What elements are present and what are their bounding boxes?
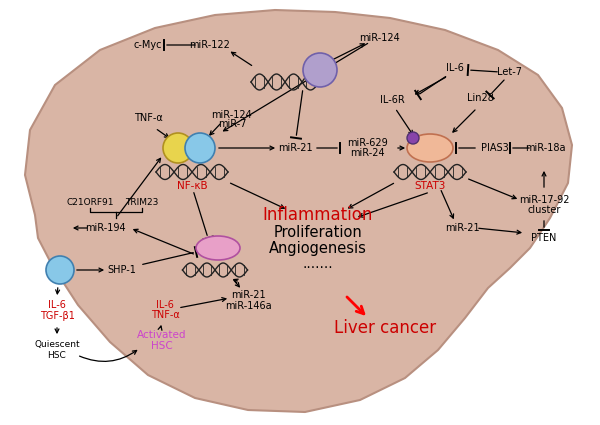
Text: HNF-1α: HNF-1α (200, 243, 236, 253)
Text: STAT3: STAT3 (415, 181, 446, 191)
Polygon shape (25, 10, 572, 412)
Text: IL-6: IL-6 (446, 63, 464, 73)
Text: SHP-1: SHP-1 (107, 265, 136, 275)
Text: P50: P50 (167, 143, 188, 153)
Circle shape (185, 133, 215, 163)
Text: .......: ....... (302, 257, 334, 271)
Text: STAT3: STAT3 (416, 143, 448, 153)
Text: Liver cancer: Liver cancer (334, 319, 436, 337)
Text: miR-21: miR-21 (230, 290, 265, 300)
Text: NF-κB: NF-κB (176, 181, 208, 191)
Text: TGF-β1: TGF-β1 (40, 311, 74, 321)
Text: miR-7: miR-7 (218, 119, 246, 129)
Circle shape (407, 132, 419, 144)
Text: Let-7: Let-7 (497, 67, 523, 77)
Text: miR-17-92: miR-17-92 (519, 195, 569, 205)
Circle shape (46, 256, 74, 284)
Text: C21ORF91: C21ORF91 (66, 198, 114, 207)
Text: P: P (410, 135, 416, 141)
Text: Lin28: Lin28 (467, 93, 493, 103)
Text: TNF-α: TNF-α (151, 310, 179, 320)
Text: miR-629: miR-629 (347, 138, 388, 148)
Circle shape (163, 133, 193, 163)
Text: HSC: HSC (151, 341, 173, 351)
Ellipse shape (196, 236, 240, 260)
Text: HSC: HSC (47, 351, 67, 360)
Text: Activated: Activated (137, 330, 187, 340)
Text: PTEN: PTEN (532, 233, 557, 243)
Text: IL-6: IL-6 (48, 300, 66, 310)
Text: c-Myc: c-Myc (134, 40, 162, 50)
Text: PIAS3: PIAS3 (481, 143, 509, 153)
Text: miR-124: miR-124 (359, 33, 400, 43)
Text: miR-24: miR-24 (350, 148, 385, 158)
Text: Inflammation: Inflammation (263, 206, 373, 224)
Text: RelA: RelA (187, 143, 212, 153)
Text: miR-194: miR-194 (85, 223, 125, 233)
Text: miR-146a: miR-146a (224, 301, 271, 311)
Text: miR-124: miR-124 (212, 110, 253, 120)
Text: Proliferation: Proliferation (274, 224, 362, 240)
Text: miR-21: miR-21 (445, 223, 479, 233)
Text: miR-122: miR-122 (190, 40, 230, 50)
Text: cluster: cluster (527, 205, 560, 215)
Text: TRIM23: TRIM23 (125, 198, 158, 207)
Text: Quiescent: Quiescent (34, 340, 80, 349)
Ellipse shape (407, 134, 453, 162)
Text: TNF-α: TNF-α (134, 113, 163, 123)
Text: miR-21: miR-21 (278, 143, 313, 153)
Text: IL-6: IL-6 (156, 300, 174, 310)
Text: RelA: RelA (47, 265, 73, 275)
Text: miR-18a: miR-18a (525, 143, 565, 153)
Text: IL-6R: IL-6R (380, 95, 404, 105)
Circle shape (303, 53, 337, 87)
Text: HNF-4α: HNF-4α (303, 65, 337, 74)
Text: Angiogenesis: Angiogenesis (269, 241, 367, 255)
